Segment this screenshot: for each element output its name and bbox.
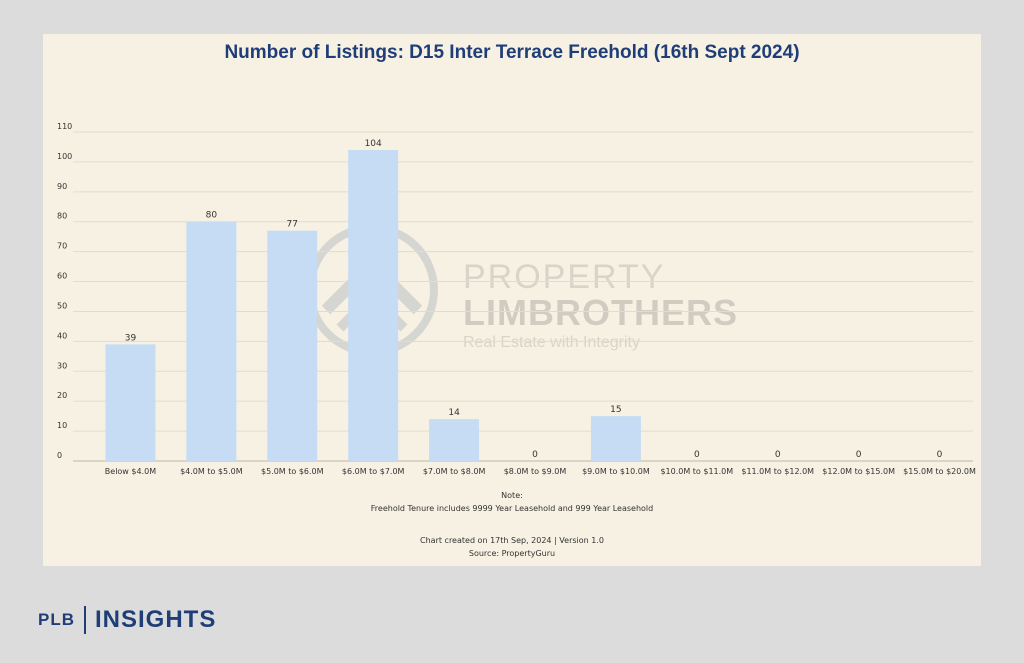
data-label: 15 — [610, 405, 621, 415]
brand-logo: PLB INSIGHTS — [38, 604, 216, 636]
bar — [590, 416, 641, 461]
y-tick-label: 10 — [57, 421, 67, 430]
bar — [105, 344, 156, 461]
note-text: Freehold Tenure includes 9999 Year Lease… — [370, 504, 654, 513]
y-tick-label: 80 — [57, 212, 67, 221]
chart-title: Number of Listings: D15 Inter Terrace Fr… — [224, 42, 800, 63]
bar-chart: 0 10 20 30 40 50 60 70 80 90 100 110 39 80 77 104 14 0 15… — [57, 122, 976, 476]
x-tick-label: Below $4.0M — [105, 467, 156, 476]
note-heading: Note: — [501, 491, 523, 500]
bar — [267, 230, 318, 461]
x-tick-label: $8.0M to $9.0M — [504, 467, 567, 476]
y-tick-label: 0 — [57, 451, 62, 460]
data-label: 0 — [937, 450, 943, 460]
x-tick-label: $9.0M to $10.0M — [582, 467, 650, 476]
data-label: 0 — [532, 450, 538, 460]
data-label: 0 — [694, 450, 700, 460]
y-tick-label: 90 — [57, 182, 67, 191]
y-tick-label: 60 — [57, 272, 67, 281]
y-tick-label: 30 — [57, 361, 67, 370]
y-tick-label: 110 — [57, 122, 72, 131]
y-tick-label: 50 — [57, 301, 67, 310]
data-label: 104 — [365, 139, 382, 149]
x-tick-label: $11.0M to $12.0M — [741, 467, 814, 476]
watermark-line-3: Real Estate with Integrity — [463, 334, 640, 351]
data-label: 77 — [287, 220, 298, 230]
brand-name: INSIGHTS — [95, 606, 217, 633]
x-tick-label: $12.0M to $15.0M — [822, 467, 895, 476]
x-tick-label: $5.0M to $6.0M — [261, 467, 324, 476]
brand-divider — [84, 606, 86, 634]
y-tick-label: 20 — [57, 391, 67, 400]
x-tick-label: $7.0M to $8.0M — [423, 467, 486, 476]
chart-created: Chart created on 17th Sep, 2024 | Versio… — [420, 536, 604, 545]
chart-source: Source: PropertyGuru — [468, 549, 556, 558]
y-tick-label: 70 — [57, 242, 67, 251]
watermark-line-1: PROPERTY — [463, 258, 666, 296]
y-tick-label: 100 — [57, 152, 72, 161]
data-label: 39 — [125, 333, 137, 343]
data-label: 0 — [775, 450, 781, 460]
chart-card: Number of Listings: D15 Inter Terrace Fr… — [43, 34, 981, 566]
brand-prefix: PLB — [38, 610, 75, 629]
x-tick-label: $6.0M to $7.0M — [342, 467, 405, 476]
x-axis: Below $4.0M $4.0M to $5.0M $5.0M to $6.0M $… — [105, 467, 976, 476]
data-label: 14 — [448, 408, 460, 418]
bar — [348, 149, 399, 461]
bar — [186, 221, 237, 461]
y-axis: 0 10 20 30 40 50 60 70 80 90 100 110 — [57, 122, 72, 460]
data-label: 0 — [856, 450, 862, 460]
watermark-line-2: LIMBROTHERS — [463, 292, 738, 333]
x-tick-label: $4.0M to $5.0M — [180, 467, 243, 476]
bars: 39 80 77 104 14 0 15 0 0 0 0 — [105, 139, 943, 461]
watermark: PROPERTY LIMBROTHERS Real Estate with In… — [306, 224, 746, 364]
x-tick-label: $10.0M to $11.0M — [660, 467, 733, 476]
y-tick-label: 40 — [57, 331, 67, 340]
data-label: 80 — [206, 211, 218, 221]
x-tick-label: $15.0M to $20.0M — [903, 467, 976, 476]
bar — [429, 419, 480, 461]
